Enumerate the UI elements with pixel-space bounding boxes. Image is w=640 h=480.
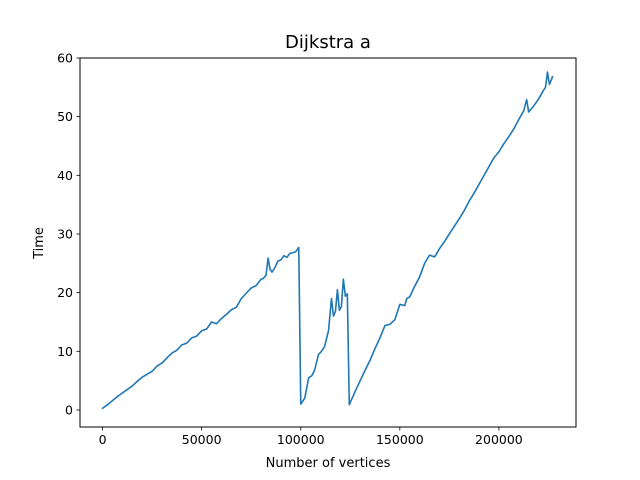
x-tick-label: 100000 — [277, 432, 325, 447]
x-tick-label: 200000 — [475, 432, 523, 447]
y-axis-label: Time — [32, 227, 47, 260]
x-tick-label: 0 — [99, 432, 107, 447]
x-axis-label: Number of vertices — [266, 456, 391, 471]
y-axis: 0 10 20 30 40 50 60 — [57, 51, 80, 417]
y-tick-label: 30 — [57, 226, 73, 241]
y-tick-label: 10 — [57, 344, 73, 359]
axes-frame — [79, 57, 577, 428]
x-tick-label: 150000 — [376, 432, 424, 447]
y-tick-label: 50 — [57, 109, 73, 124]
x-tick-label: 50000 — [182, 432, 222, 447]
plot-area — [101, 71, 554, 410]
y-tick-label: 40 — [57, 168, 73, 183]
series-line — [101, 71, 554, 410]
y-tick-label: 0 — [65, 402, 73, 417]
chart-title: Dijkstra a — [285, 32, 371, 53]
y-tick-label: 20 — [57, 285, 73, 300]
y-tick-label: 60 — [57, 51, 73, 66]
x-axis: 0 50000 100000 150000 200000 — [99, 427, 523, 447]
